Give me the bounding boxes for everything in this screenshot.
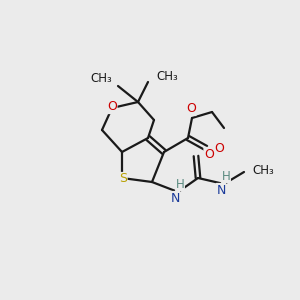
Text: O: O (204, 148, 214, 160)
Text: O: O (107, 100, 117, 113)
Text: H: H (222, 169, 230, 182)
Text: O: O (214, 142, 224, 154)
Text: H: H (176, 178, 184, 190)
Text: N: N (170, 191, 180, 205)
Text: N: N (216, 184, 226, 196)
Text: S: S (119, 172, 127, 185)
Text: CH₃: CH₃ (90, 71, 112, 85)
Text: CH₃: CH₃ (156, 70, 178, 83)
Text: CH₃: CH₃ (252, 164, 274, 176)
Text: O: O (186, 103, 196, 116)
